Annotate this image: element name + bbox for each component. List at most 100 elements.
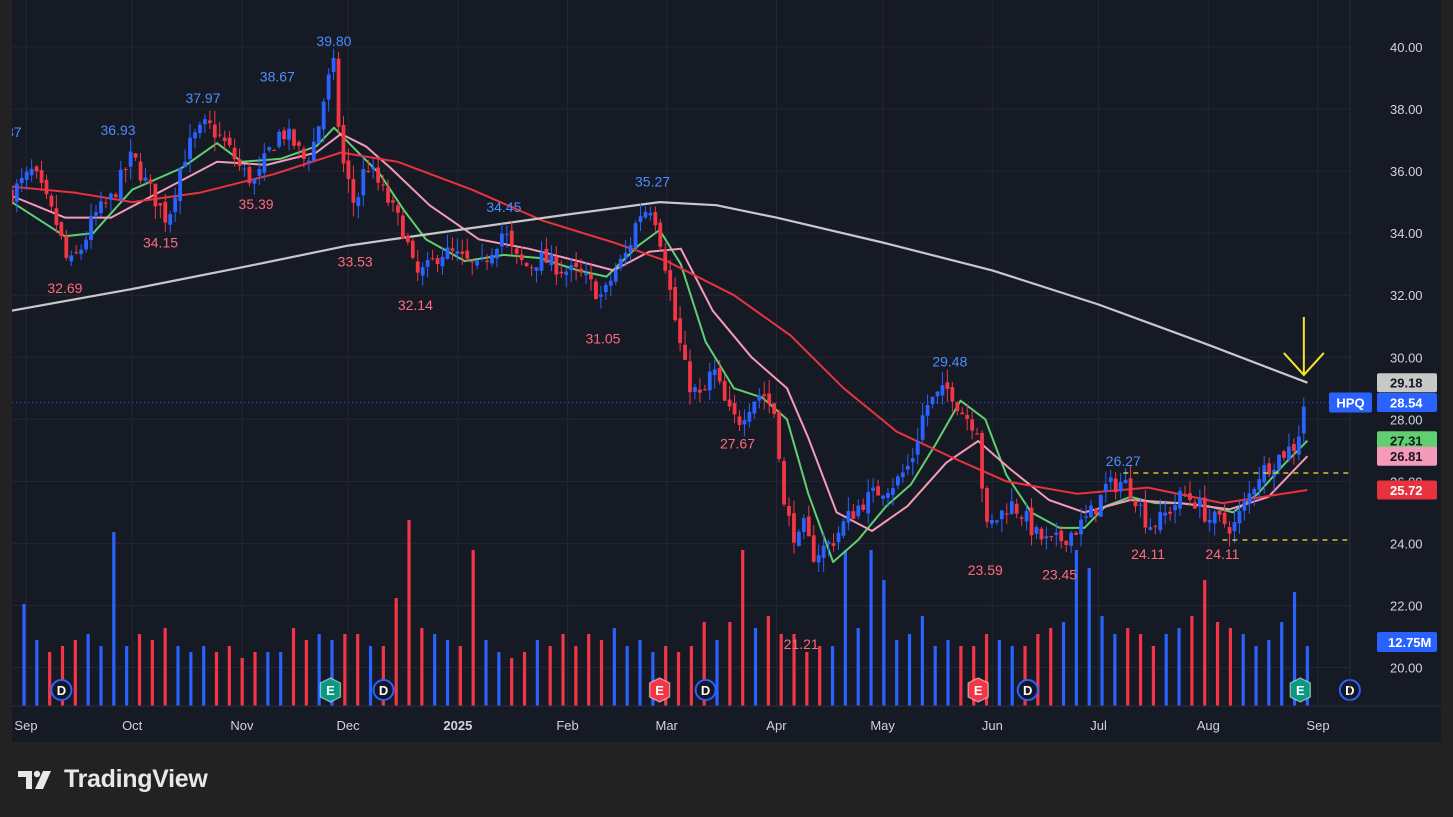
candle-body [1267, 463, 1272, 475]
candle-body [999, 510, 1004, 520]
candle [1163, 500, 1168, 525]
dividend-marker[interactable]: D [372, 679, 395, 701]
candle-body [801, 518, 806, 532]
candle [782, 457, 786, 507]
candle-body [1059, 530, 1064, 542]
candle-body [420, 267, 425, 276]
event-letter: E [326, 683, 335, 698]
volume-bar [869, 550, 873, 706]
earnings-marker[interactable]: E [967, 677, 989, 703]
volume-bar [1254, 646, 1258, 706]
candle-body [212, 124, 217, 138]
candle-body [975, 433, 979, 435]
candle [1054, 522, 1059, 547]
x-tick-label: May [870, 718, 895, 733]
candle-body [1148, 527, 1153, 530]
candle [123, 167, 128, 183]
candle-body [440, 256, 445, 267]
candle [94, 205, 98, 226]
high-label: 26.27 [1106, 453, 1141, 469]
candle-body [272, 150, 277, 152]
candle [143, 167, 148, 184]
candle-body [1282, 451, 1286, 458]
candle [371, 158, 376, 180]
volume-bar [676, 652, 681, 706]
candle-body [1173, 505, 1177, 511]
candle-body [1242, 501, 1247, 511]
dividend-marker[interactable]: D [694, 679, 717, 701]
volume-bar [1305, 646, 1309, 706]
candle [183, 149, 187, 168]
earnings-marker[interactable]: E [1289, 677, 1312, 703]
low-label: 21.21 [784, 636, 819, 652]
event-markers: DEDEDEDED [50, 677, 1361, 703]
candle [1168, 506, 1173, 521]
candle-body [673, 287, 678, 321]
candle [400, 210, 405, 240]
candle [14, 178, 19, 213]
earnings-marker[interactable]: E [319, 677, 342, 703]
candle [925, 394, 930, 427]
candle [930, 396, 935, 409]
candle-body [183, 161, 187, 168]
volume-bar [150, 640, 154, 706]
candle-body [163, 201, 168, 223]
volume-bar [48, 652, 52, 706]
earnings-marker[interactable]: E [648, 677, 671, 703]
candle [1138, 499, 1143, 518]
candle [1267, 457, 1272, 478]
dividend-marker[interactable]: D [1016, 679, 1039, 701]
volume-bar [73, 640, 77, 706]
candle-body [1207, 519, 1212, 523]
candle [297, 140, 301, 159]
candle [1202, 485, 1207, 524]
candle [1183, 485, 1187, 498]
candle-body [757, 395, 762, 401]
candle-body [950, 387, 955, 402]
candle [440, 248, 445, 275]
candle [49, 193, 54, 211]
tradingview-brand[interactable]: TradingView [16, 762, 208, 796]
moving-average-line [12, 201, 1308, 384]
candle-body [1287, 446, 1291, 460]
volume-bar [1292, 592, 1297, 706]
candle [539, 241, 544, 276]
candle-body [168, 214, 173, 225]
candle-body [1217, 510, 1222, 515]
volume-bar [638, 640, 642, 706]
volume-bar [1215, 622, 1220, 706]
moving-average-line [12, 151, 1308, 505]
candle-body [584, 273, 588, 276]
candle-body [262, 153, 267, 173]
volume-bar [343, 634, 347, 706]
candle [316, 126, 321, 144]
dividend-marker[interactable]: D [50, 679, 73, 701]
candle-body [475, 260, 480, 266]
candle [1133, 500, 1138, 513]
candle [806, 505, 811, 537]
candle-body [84, 239, 88, 250]
candle [376, 155, 381, 191]
candle-body [598, 294, 603, 297]
candle-body [866, 492, 871, 514]
candle [504, 225, 509, 249]
candle [846, 497, 851, 531]
candle [1282, 449, 1286, 462]
candle [836, 526, 841, 550]
candle [742, 409, 747, 437]
candle [999, 509, 1004, 533]
candle [163, 193, 168, 233]
candle-body [386, 187, 390, 203]
volume-bar [1023, 646, 1027, 706]
chart-panel[interactable]: .87 36.93 37.97 38.67 39.80 34.45 35.27 29.48 26… [12, 0, 1441, 742]
candle-body [1301, 406, 1306, 434]
candle-body [1089, 505, 1093, 518]
price-chart[interactable]: .87 36.93 37.97 38.67 39.80 34.45 35.27 29.48 26… [12, 0, 1441, 742]
dividend-circle-icon [694, 679, 717, 701]
candle-body [1039, 528, 1044, 540]
candle-body [638, 216, 643, 223]
candle [1128, 464, 1133, 502]
volume-bar [1267, 640, 1271, 706]
low-label: 33.53 [338, 254, 373, 270]
candle-body [54, 208, 59, 226]
